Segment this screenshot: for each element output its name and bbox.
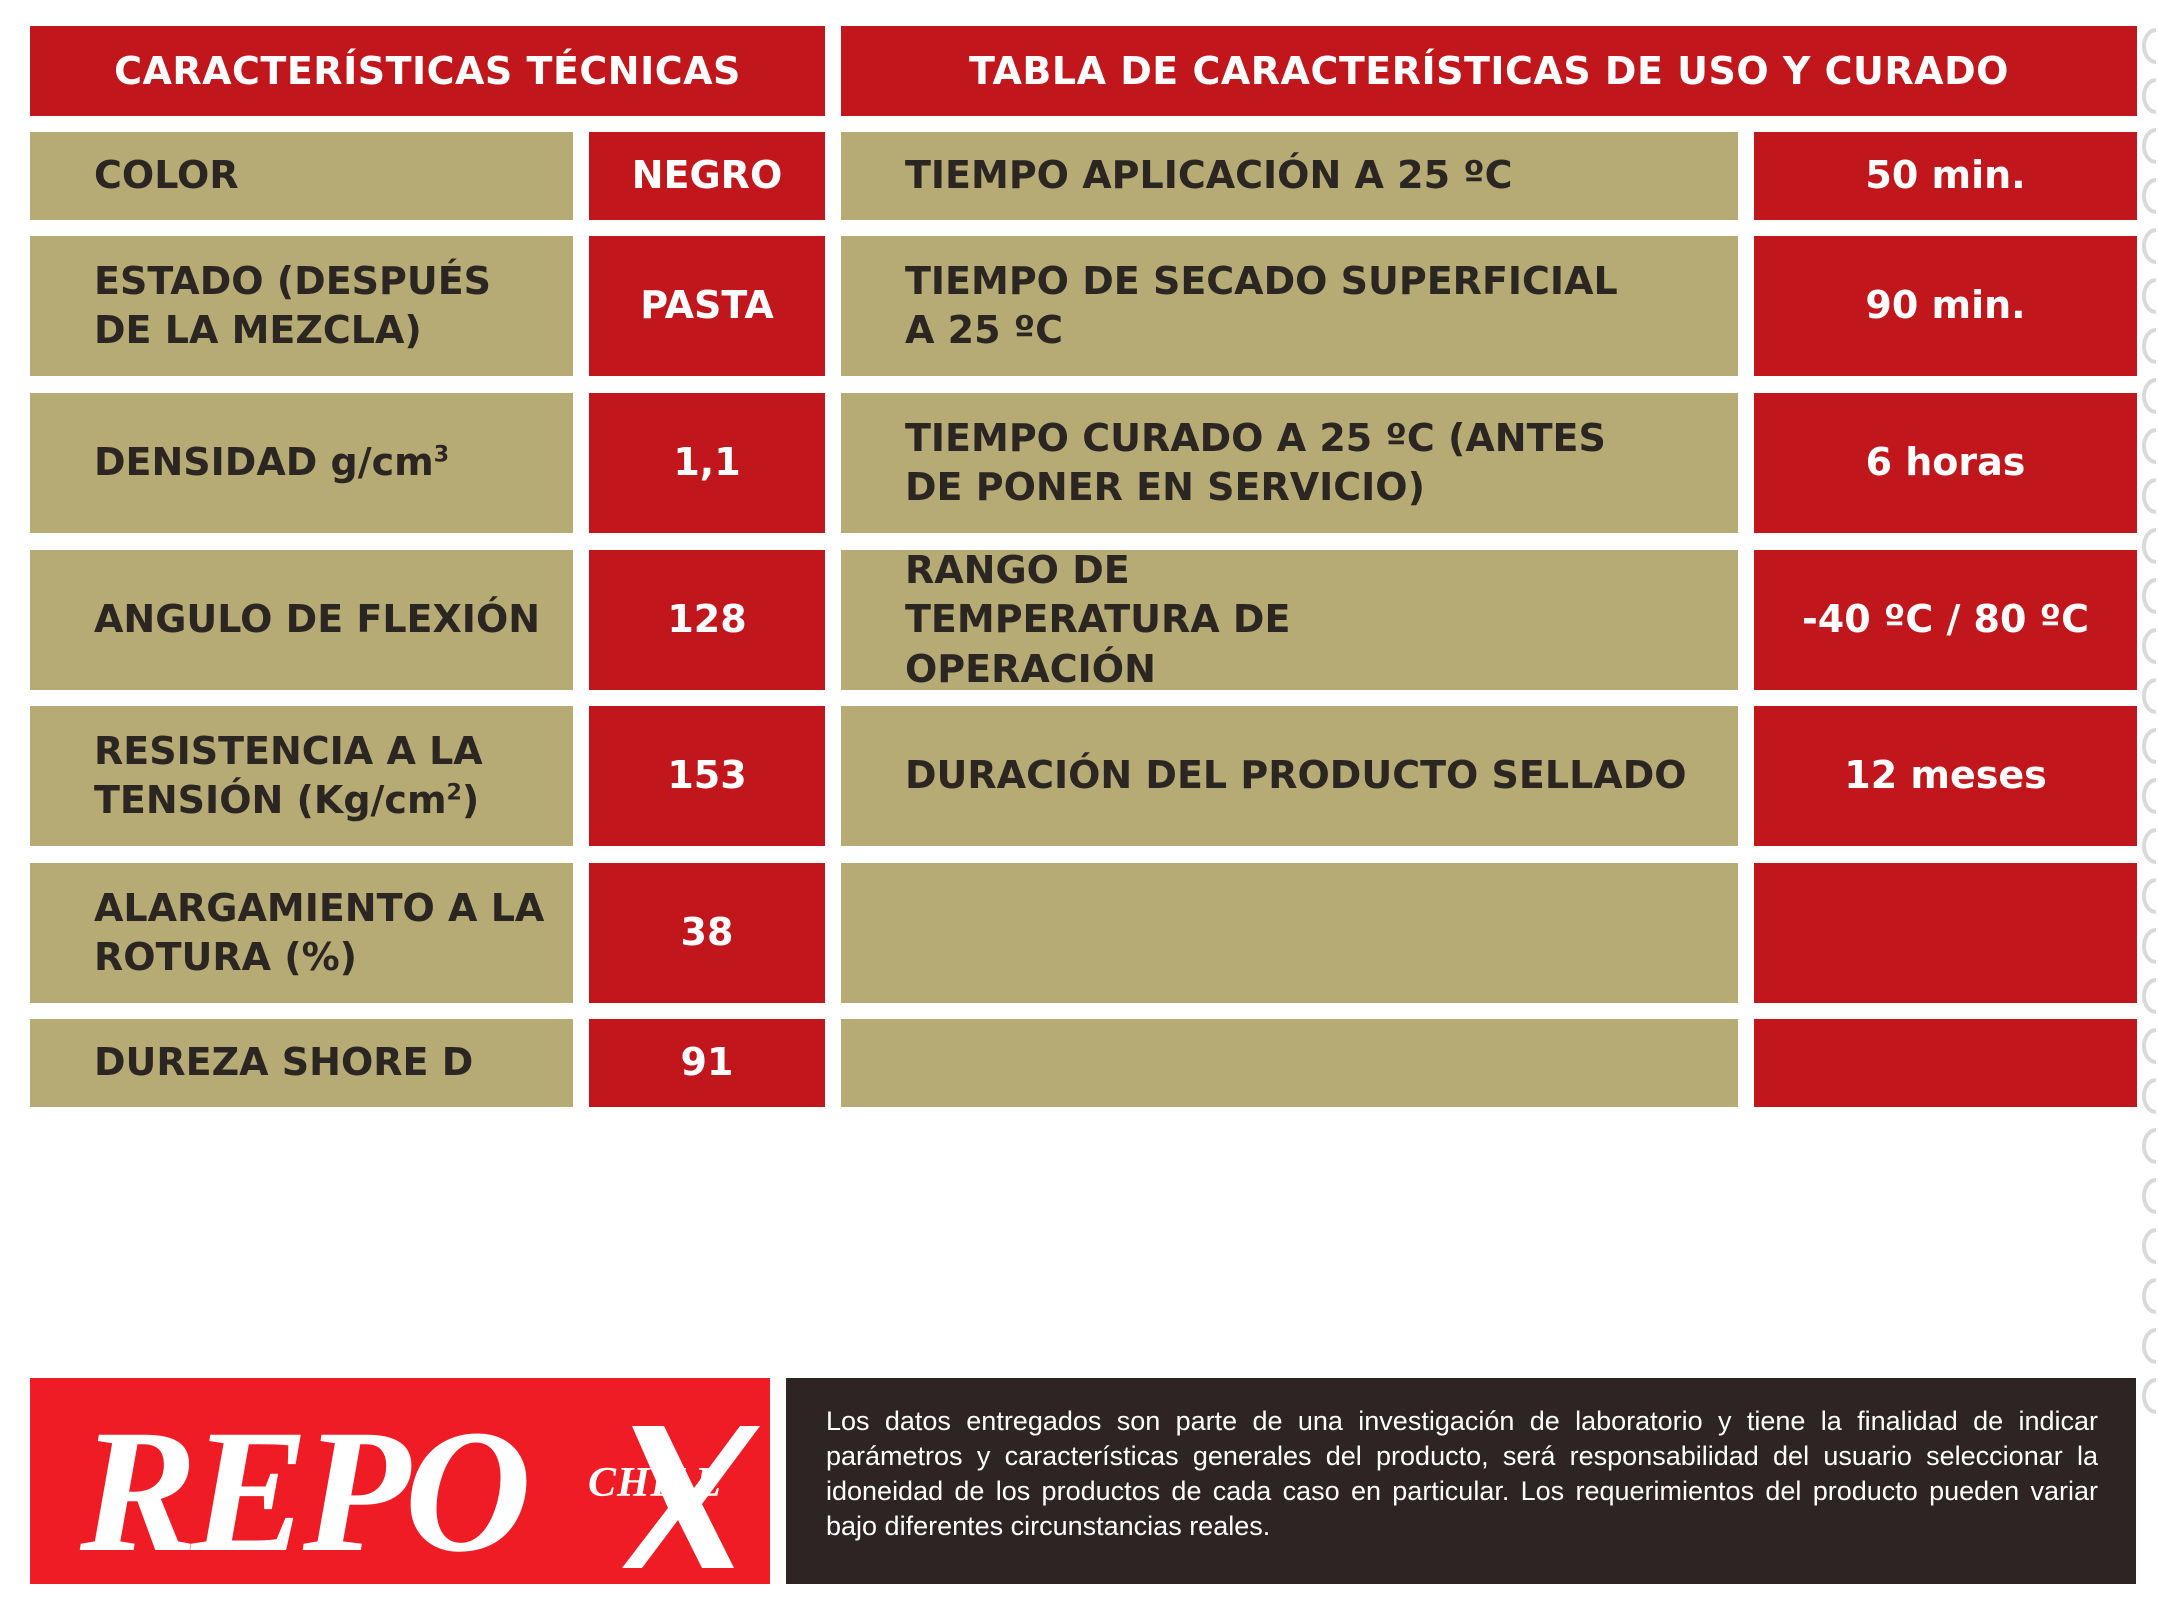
tech-row-label: DUREZA SHORE D [30, 1019, 573, 1107]
tech-row-value: 91 [589, 1019, 825, 1107]
tech-row-value: 128 [589, 550, 825, 690]
disclaimer-panel: Los datos entregados son parte de una in… [786, 1378, 2136, 1584]
usage-row-label: TIEMPO DE SECADO SUPERFICIAL A 25 ºC [841, 236, 1738, 376]
usage-row-label-empty [841, 1019, 1738, 1107]
usage-row-value: 12 meses [1754, 706, 2137, 846]
tech-row-value: 38 [589, 863, 825, 1003]
tech-row-value: PASTA [589, 236, 825, 376]
technical-characteristics-header: CARACTERÍSTICAS TÉCNICAS [30, 26, 825, 116]
tech-row-value: 153 [589, 706, 825, 846]
usage-row-value-empty [1754, 1019, 2137, 1107]
usage-row-value: 50 min. [1754, 132, 2137, 220]
tech-row-label: COLOR [30, 132, 573, 220]
tech-row-label: DENSIDAD g/cm3 [30, 393, 573, 533]
tech-row-label: ESTADO (DESPUÉS DE LA MEZCLA) [30, 236, 573, 376]
tech-row-value: NEGRO [589, 132, 825, 220]
usage-row-value: 90 min. [1754, 236, 2137, 376]
usage-row-label: TIEMPO CURADO A 25 ºC (ANTES DE PONER EN… [841, 393, 1738, 533]
logo-wordmark: REPO [80, 1394, 531, 1584]
spiral-binding-decoration [2142, 28, 2157, 1414]
usage-row-label: RANGO DE TEMPERATURA DE OPERACIÓN [841, 548, 1738, 691]
logo-chile-text: CHILE [588, 1460, 724, 1506]
repox-chile-logo: REPO CHILE [30, 1378, 770, 1584]
tech-row-label: RESISTENCIA A LA TENSIÓN (Kg/cm2) [30, 706, 573, 846]
disclaimer-text: Los datos entregados son parte de una in… [826, 1406, 2098, 1541]
usage-row-value: -40 ºC / 80 ºC [1754, 550, 2137, 690]
x-mark-icon [622, 1426, 760, 1568]
usage-row-label: TIEMPO APLICACIÓN A 25 ºC [841, 132, 1738, 220]
tech-row-label: ALARGAMIENTO A LA ROTURA (%) [30, 863, 573, 1003]
usage-row-value: 6 horas [1754, 393, 2137, 533]
tech-row-label: ANGULO DE FLEXIÓN [30, 550, 573, 690]
usage-curing-header: TABLA DE CARACTERÍSTICAS DE USO Y CURADO [841, 26, 2137, 116]
usage-row-label-empty [841, 863, 1738, 1003]
usage-row-label: DURACIÓN DEL PRODUCTO SELLADO [841, 706, 1738, 846]
usage-row-value-empty [1754, 863, 2137, 1003]
tech-row-value: 1,1 [589, 393, 825, 533]
